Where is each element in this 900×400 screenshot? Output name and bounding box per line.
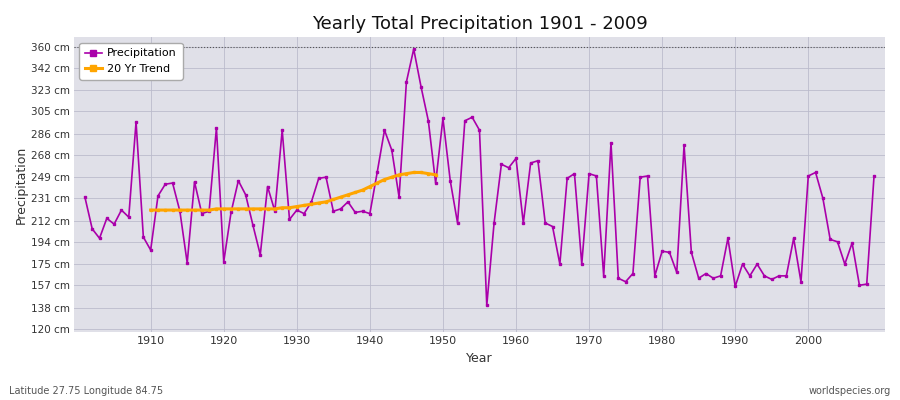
Y-axis label: Precipitation: Precipitation [15,146,28,224]
Title: Yearly Total Precipitation 1901 - 2009: Yearly Total Precipitation 1901 - 2009 [311,15,647,33]
X-axis label: Year: Year [466,352,493,365]
Text: worldspecies.org: worldspecies.org [809,386,891,396]
Legend: Precipitation, 20 Yr Trend: Precipitation, 20 Yr Trend [79,43,183,80]
Text: Latitude 27.75 Longitude 84.75: Latitude 27.75 Longitude 84.75 [9,386,163,396]
